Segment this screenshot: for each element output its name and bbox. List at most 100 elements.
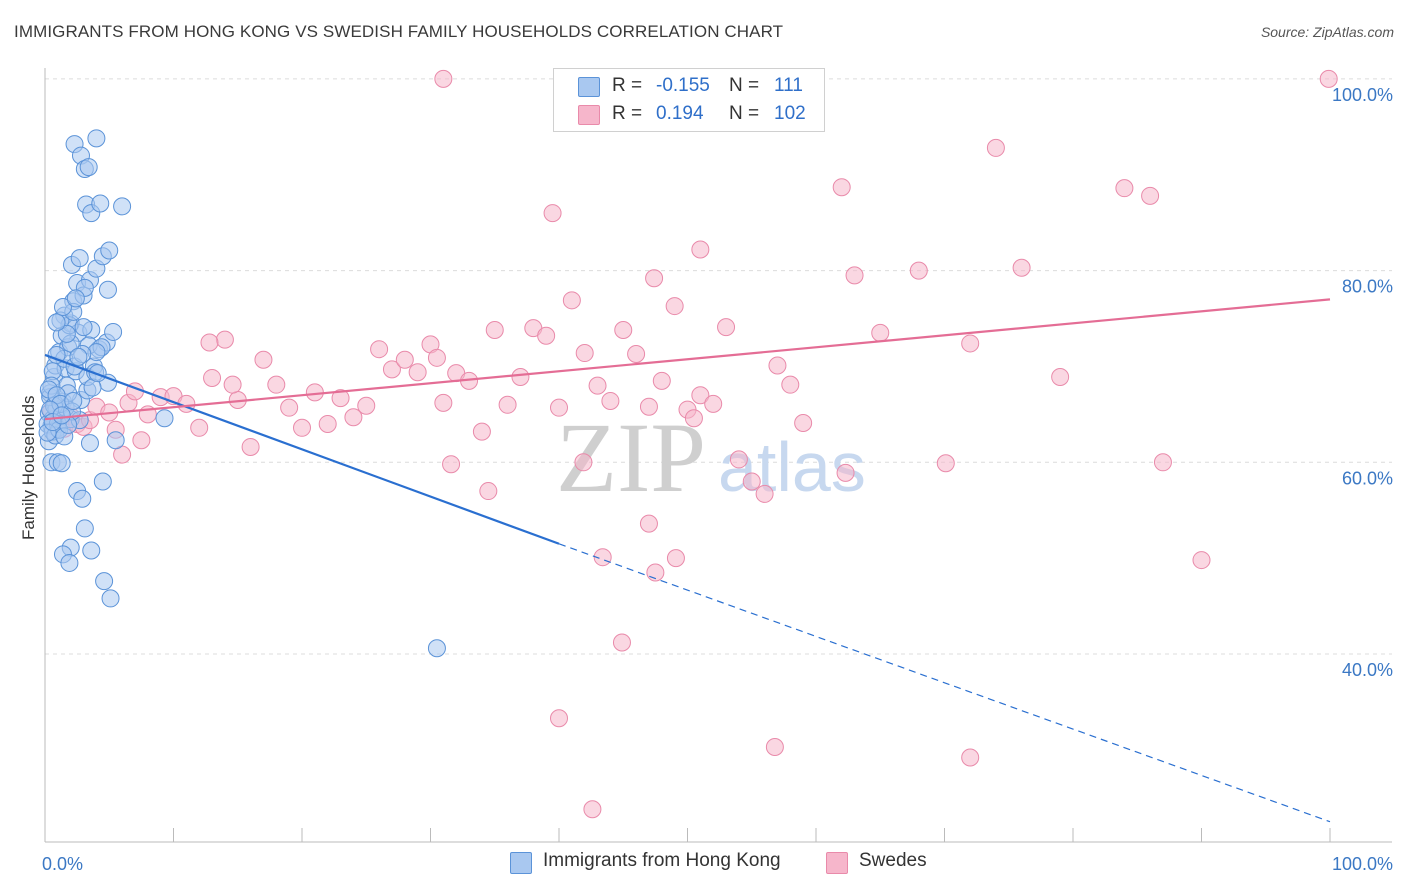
swedes-point <box>768 356 787 375</box>
y-axis-label: Family Households <box>19 395 38 540</box>
swedes-point <box>936 454 955 473</box>
swedes-point <box>1192 551 1211 570</box>
legend-row-swedes: R = 0.194 N = 102 <box>554 101 824 129</box>
swedes-point <box>614 321 633 340</box>
y-tick-label: 100.0% <box>1332 85 1393 105</box>
legend-r-label: R = <box>612 75 643 96</box>
hongkong-point <box>106 431 125 450</box>
grid-lines <box>45 78 1392 655</box>
swedes-point <box>742 472 761 491</box>
swedes-point <box>318 414 337 433</box>
swedes-point <box>550 398 568 417</box>
swedes-point <box>986 138 1005 157</box>
swedes-point <box>537 326 556 345</box>
hongkong-point <box>100 241 119 260</box>
swedes-point <box>1012 258 1031 277</box>
legend-n-value: 102 <box>774 103 806 124</box>
swedes-point <box>479 482 498 501</box>
swedes-point <box>511 367 530 386</box>
hongkong-point <box>87 129 106 148</box>
swedes-point <box>583 800 602 819</box>
hongkong-point <box>82 541 101 560</box>
swedes-point <box>344 408 363 427</box>
hongkong-point <box>66 289 85 308</box>
hongkong-point <box>91 194 110 213</box>
bottom-legend-swatch-pink <box>826 852 848 874</box>
axes <box>44 68 1392 843</box>
swedes-point <box>781 375 800 394</box>
swedes-point <box>574 453 593 472</box>
bottom-legend-label-swedes: Swedes <box>859 850 927 871</box>
hongkong-trend-line <box>44 353 560 545</box>
swedes-point <box>434 393 453 412</box>
swedes-point <box>666 549 685 568</box>
hongkong-point <box>93 472 112 491</box>
legend-n-label: N = <box>729 103 760 124</box>
swedes-point <box>442 455 461 474</box>
swedes-point <box>755 484 774 503</box>
legend-r-value: 0.194 <box>656 103 704 124</box>
y-tick-labels: 40.0% 60.0% 80.0% 100.0% <box>1332 85 1393 680</box>
swedes-point <box>836 463 855 482</box>
swedes-point <box>550 709 568 728</box>
hongkong-point <box>57 324 76 343</box>
swedes-trend-line <box>44 298 1331 421</box>
trend-lines <box>44 298 1331 823</box>
hongkong-point <box>98 280 117 299</box>
legend-row-hongkong: R = -0.155 N = 111 <box>554 73 824 101</box>
legend: R = -0.155 N = 111 R = 0.194 N = 102 <box>553 68 825 132</box>
swedes-point <box>543 204 562 223</box>
legend-n-label: N = <box>729 75 760 96</box>
hongkong-point <box>64 391 83 410</box>
swedes-point <box>645 269 664 288</box>
swedes-point <box>472 422 491 441</box>
swedes-point <box>280 398 299 417</box>
hongkong-point <box>52 454 71 473</box>
swedes-point <box>871 323 890 342</box>
y-tick-label: 60.0% <box>1342 468 1393 488</box>
swedes-point <box>1141 186 1160 205</box>
swedes-point <box>729 450 748 469</box>
hongkong-trend-extrapolation <box>558 543 1331 823</box>
swedes-point <box>370 340 389 359</box>
hongkong-point <box>73 489 92 508</box>
swedes-point <box>1153 453 1172 472</box>
swedes-point <box>203 368 222 387</box>
y-tick-label: 40.0% <box>1342 660 1393 680</box>
swedes-point <box>293 418 311 437</box>
hongkong-point <box>70 249 89 268</box>
swedes-point <box>408 363 427 382</box>
swedes-point <box>190 418 209 437</box>
swedes-point <box>562 291 581 310</box>
swedes-point <box>1115 179 1134 198</box>
swedes-point <box>765 737 784 756</box>
swedes-point <box>612 633 631 652</box>
swedes-point <box>485 321 504 340</box>
x-tick-label: 0.0% <box>42 854 83 874</box>
swedes-point <box>575 344 594 363</box>
y-tick-label: 80.0% <box>1342 277 1393 297</box>
swedes-point <box>434 69 453 88</box>
swedes-point <box>961 748 980 767</box>
hongkong-point <box>80 434 99 453</box>
swedes-point <box>704 394 723 413</box>
swedes-point <box>1319 69 1338 88</box>
swedes-point <box>639 514 658 533</box>
hongkong-point <box>52 406 71 425</box>
swedes-point <box>794 414 813 433</box>
swedes-point <box>395 350 414 369</box>
x-tick-labels: 0.0% 100.0% <box>42 854 1393 874</box>
hongkong-point <box>155 409 174 428</box>
bottom-legend-swatch-blue <box>510 852 532 874</box>
legend-swatch-pink <box>578 105 600 125</box>
swedes-point <box>665 297 684 316</box>
swedes-point <box>652 371 671 390</box>
hongkong-points <box>38 129 446 658</box>
swedes-point <box>305 383 324 402</box>
legend-r-value: -0.155 <box>656 75 710 96</box>
swedes-point <box>132 431 151 450</box>
x-tick-label: 100.0% <box>1332 854 1393 874</box>
swedes-point <box>382 360 401 379</box>
hongkong-point <box>95 572 114 591</box>
